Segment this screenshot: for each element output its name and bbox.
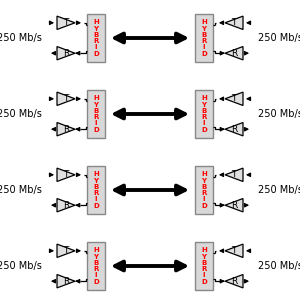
FancyBboxPatch shape — [195, 243, 213, 289]
Text: R: R — [231, 125, 237, 134]
Text: H
Y
B
R
I
D: H Y B R I D — [93, 95, 99, 133]
Text: H
Y
B
R
I
D: H Y B R I D — [201, 247, 207, 285]
Polygon shape — [225, 168, 243, 181]
Polygon shape — [225, 16, 243, 29]
Text: T: T — [231, 170, 237, 179]
Polygon shape — [225, 92, 243, 105]
Text: 250 Mb/s: 250 Mb/s — [258, 185, 300, 195]
Text: R: R — [63, 277, 69, 286]
Text: H
Y
B
R
I
D: H Y B R I D — [201, 95, 207, 133]
FancyBboxPatch shape — [87, 167, 105, 213]
Polygon shape — [225, 244, 243, 257]
Text: 250 Mb/s: 250 Mb/s — [258, 33, 300, 43]
FancyBboxPatch shape — [195, 91, 213, 137]
Text: H
Y
B
R
I
D: H Y B R I D — [201, 171, 207, 209]
FancyBboxPatch shape — [195, 167, 213, 213]
Polygon shape — [57, 123, 75, 136]
Text: T: T — [231, 246, 237, 255]
Text: T: T — [63, 246, 69, 255]
FancyBboxPatch shape — [87, 91, 105, 137]
Text: 250 Mb/s: 250 Mb/s — [0, 185, 42, 195]
FancyBboxPatch shape — [195, 15, 213, 61]
Text: T: T — [63, 94, 69, 103]
Text: 250 Mb/s: 250 Mb/s — [0, 109, 42, 119]
Polygon shape — [57, 47, 75, 60]
Polygon shape — [225, 123, 243, 136]
Text: R: R — [63, 49, 69, 58]
Polygon shape — [225, 199, 243, 212]
Polygon shape — [57, 92, 75, 105]
Text: H
Y
B
R
I
D: H Y B R I D — [93, 247, 99, 285]
FancyBboxPatch shape — [87, 15, 105, 61]
Polygon shape — [225, 275, 243, 288]
Text: R: R — [231, 49, 237, 58]
Text: T: T — [63, 170, 69, 179]
Polygon shape — [57, 199, 75, 212]
Polygon shape — [225, 47, 243, 60]
Text: 250 Mb/s: 250 Mb/s — [258, 109, 300, 119]
Text: R: R — [63, 201, 69, 210]
Text: H
Y
B
R
I
D: H Y B R I D — [201, 19, 207, 57]
Polygon shape — [57, 168, 75, 181]
Text: R: R — [231, 277, 237, 286]
Text: T: T — [231, 18, 237, 27]
Text: T: T — [231, 94, 237, 103]
Polygon shape — [57, 275, 75, 288]
Text: H
Y
B
R
I
D: H Y B R I D — [93, 19, 99, 57]
Text: H
Y
B
R
I
D: H Y B R I D — [93, 171, 99, 209]
Text: 250 Mb/s: 250 Mb/s — [0, 261, 42, 271]
Polygon shape — [57, 16, 75, 29]
Text: T: T — [63, 18, 69, 27]
Polygon shape — [57, 244, 75, 257]
Text: R: R — [231, 201, 237, 210]
FancyBboxPatch shape — [87, 243, 105, 289]
Text: 250 Mb/s: 250 Mb/s — [0, 33, 42, 43]
Text: R: R — [63, 125, 69, 134]
Text: 250 Mb/s: 250 Mb/s — [258, 261, 300, 271]
